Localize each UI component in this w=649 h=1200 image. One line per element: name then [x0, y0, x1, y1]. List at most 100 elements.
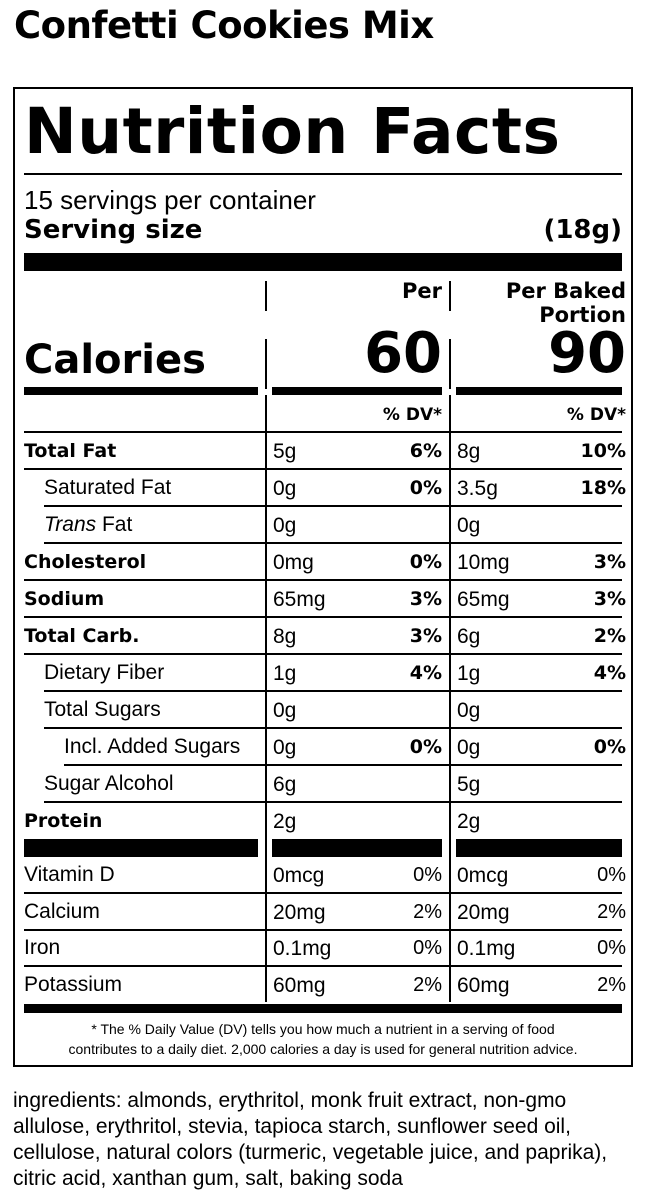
nutrient-amount-per: 5g	[273, 440, 297, 463]
vitamin-name: Potassium	[24, 972, 123, 996]
vitamin-amount-baked: 0mcg	[457, 864, 509, 887]
nutrient-dv-per: 3%	[409, 625, 442, 647]
vitamin-rule-col1	[272, 839, 442, 857]
nutrient-row-rule	[64, 764, 622, 766]
nutrient-row-rule	[44, 542, 622, 544]
footnote-line-1: * The % Daily Value (DV) tells you how m…	[91, 1021, 555, 1037]
per-baked-header: Per Baked Portion	[458, 279, 626, 327]
nutrient-dv-baked: 0%	[593, 736, 626, 758]
serving-size-value: (18g)	[543, 215, 622, 245]
nutrient-amount-baked: 1g	[457, 662, 481, 685]
dv-header-rule	[24, 431, 622, 433]
nutrient-dv-per: 4%	[409, 662, 442, 684]
calories-label: Calories	[24, 337, 206, 383]
calorie-divider-1	[265, 339, 267, 389]
nutrient-row: Trans Fat 0g 0g	[24, 507, 622, 544]
nutrient-amount-baked: 8g	[457, 440, 481, 463]
dv-header-col1: % DV*	[382, 405, 442, 425]
nutrient-amount-per: 2g	[273, 810, 297, 833]
nutrient-amount-per: 1g	[273, 662, 297, 685]
nutrition-facts-title: Nutrition Facts	[24, 95, 561, 168]
nutrient-dv-baked: 2%	[593, 625, 626, 647]
footnote-line-2: contributes to a daily diet. 2,000 calor…	[68, 1041, 578, 1057]
dv-header-col2: % DV*	[566, 405, 626, 425]
nutrient-name: Total Carb.	[24, 625, 140, 647]
footnote-rule	[24, 1004, 622, 1013]
vitamin-dv-baked: 0%	[597, 864, 626, 886]
table-divider-1	[265, 395, 267, 1002]
vitamin-rule-label	[24, 839, 258, 857]
vitamin-name: Calcium	[24, 899, 100, 923]
header-divider-1	[265, 281, 267, 311]
vitamin-amount-per: 60mg	[273, 973, 326, 997]
nutrient-row: Cholesterol 0mg 0% 10mg 3%	[24, 544, 626, 581]
nutrient-row: Total Fat 5g 6% 8g 10%	[24, 433, 626, 470]
vitamin-row: Calcium 20mg 2% 20mg 2%	[24, 894, 626, 931]
nutrient-name: Total Fat	[24, 440, 117, 462]
nutrient-row: Total Sugars 0g 0g	[24, 692, 622, 729]
per-baked-header-line2: Portion	[539, 303, 626, 327]
vitamin-row-rule	[24, 892, 622, 894]
calories-per-baked: 90	[548, 321, 626, 386]
vitamin-amount-per: 20mg	[273, 900, 326, 924]
nutrient-row-rule	[24, 616, 622, 618]
nutrient-dv-per: 0%	[409, 477, 442, 499]
vitamin-amount-per: 0.1mg	[273, 937, 332, 960]
vitamin-dv-baked: 2%	[597, 973, 626, 996]
nutrient-row-rule	[44, 727, 622, 729]
nutrient-dv-baked: 3%	[593, 551, 626, 573]
vitamin-name: Vitamin D	[24, 863, 115, 886]
nutrient-name-italic: Trans	[44, 513, 97, 536]
nutrient-row-rule	[44, 690, 622, 692]
calories-rule-col2	[456, 387, 622, 395]
nutrient-name: Sugar Alcohol	[44, 772, 174, 795]
nutrient-amount-baked: 5g	[457, 773, 481, 796]
nutrient-dv-per: 3%	[409, 588, 442, 610]
vitamin-dv-baked: 2%	[597, 900, 626, 923]
nutrient-name: Saturated Fat	[44, 476, 172, 499]
nutrient-dv-baked: 4%	[593, 662, 626, 684]
vitamin-name: Iron	[24, 936, 61, 959]
nutrient-name: Cholesterol	[24, 551, 147, 573]
table-divider-2	[449, 395, 451, 1002]
nutrient-row-rule	[24, 579, 622, 581]
nutrient-amount-per: 0mg	[273, 551, 314, 574]
nutrient-amount-per: 0g	[273, 514, 297, 537]
nutrient-dv-per: 6%	[409, 440, 442, 462]
vitamin-rule-col2	[456, 839, 622, 857]
per-baked-header-line1: Per Baked	[505, 279, 626, 303]
nutrient-name: Sodium	[24, 588, 105, 610]
nutrient-amount-per: 8g	[273, 625, 297, 648]
vitamin-dv-per: 0%	[413, 864, 442, 886]
vitamin-dv-per: 2%	[413, 973, 442, 996]
nutrient-row: Dietary Fiber 1g 4% 1g 4%	[24, 655, 626, 692]
nutrient-dv-per: 0%	[409, 736, 442, 758]
vitamin-dv-per: 0%	[413, 937, 442, 959]
nutrient-amount-per: 0g	[273, 699, 297, 722]
nutrient-name: Dietary Fiber	[44, 661, 165, 684]
vitamin-row: Iron 0.1mg 0% 0.1mg 0%	[24, 930, 626, 967]
vitamin-row: Potassium 60mg 2% 60mg 2%	[24, 967, 626, 1004]
calories-per-serving: 60	[364, 321, 442, 386]
nutrient-row-rule	[24, 653, 622, 655]
nutrient-amount-per: 65mg	[273, 588, 326, 611]
vitamin-row-rule	[24, 965, 622, 967]
nutrient-row: Protein 2g 2g	[24, 803, 622, 840]
nutrient-name: Protein	[24, 810, 103, 832]
nutrient-amount-baked: 0g	[457, 699, 481, 722]
nutrient-amount-baked: 0g	[457, 514, 481, 537]
nutrient-row: Total Carb. 8g 3% 6g 2%	[24, 618, 626, 655]
nutrient-row: Saturated Fat 0g 0% 3.5g 18%	[24, 470, 626, 507]
nutrient-name: Incl. Added Sugars	[64, 735, 241, 758]
nutrient-dv-per: 0%	[409, 551, 442, 573]
title-divider	[24, 173, 622, 175]
nutrient-name: Total Sugars	[44, 698, 161, 721]
nutrient-row-rule	[24, 468, 622, 470]
vitamin-amount-baked: 0.1mg	[457, 937, 516, 960]
nutrient-amount-per: 0g	[273, 477, 297, 500]
nutrient-name: Trans Fat	[44, 513, 133, 536]
nutrient-amount-baked: 65mg	[457, 588, 510, 611]
calorie-divider-2	[449, 339, 451, 389]
nutrient-dv-baked: 10%	[580, 440, 626, 462]
vitamin-dv-baked: 0%	[597, 937, 626, 959]
